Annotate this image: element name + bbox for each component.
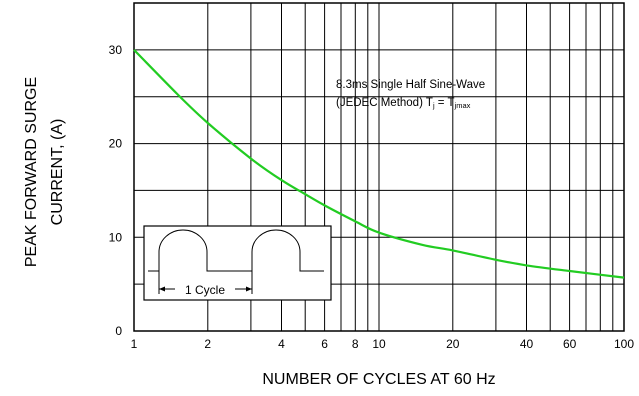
y-tick-label: 30 [109, 43, 123, 57]
x-tick-label: 2 [204, 337, 211, 351]
annotation-line-1: 8.3ms Single Half Sine-Wave [336, 79, 485, 91]
tick-labels: 1 2 4 6 8 10 20 40 60 100 0 10 20 30 [109, 43, 635, 351]
y-tick-label: 10 [109, 230, 123, 244]
x-tick-label: 8 [352, 337, 359, 351]
y-tick-label: 20 [109, 137, 123, 151]
annotation-line-2: (JEDEC Method) Tj = Tjmax [336, 97, 471, 110]
plot-frame [133, 2, 625, 332]
inset-cycle-label: 1 Cycle [185, 283, 225, 297]
surge-current-curve [133, 49, 625, 279]
x-tick-label: 20 [446, 337, 460, 351]
annotation-sub-jmax: jmax [454, 101, 471, 110]
cycle-arrow-left [159, 286, 165, 292]
x-tick-label: 6 [321, 337, 328, 351]
x-tick-label: 40 [520, 337, 534, 351]
x-tick-label: 10 [372, 337, 386, 351]
cycle-label-bg [175, 281, 235, 297]
half-sine-waveform [148, 229, 324, 272]
annotation-equals: = T [435, 97, 455, 109]
x-tick-label: 1 [131, 337, 138, 351]
test-condition-note: 8.3ms Single Half Sine-Wave (JEDEC Metho… [336, 79, 485, 110]
cycle-arrow-right [246, 286, 252, 292]
y-axis-label-line-2: CURRENT, (A) [49, 118, 66, 226]
x-tick-label: 60 [563, 337, 577, 351]
annotation-jedec-text: (JEDEC Method) T [336, 97, 433, 109]
y-axis-label-line-1: PEAK FORWARD SURGE [23, 76, 40, 268]
x-tick-label: 4 [278, 337, 285, 351]
y-tick-label: 0 [115, 324, 122, 338]
x-axis-label: NUMBER OF CYCLES AT 60 Hz [262, 371, 496, 388]
waveform-inset: 1 Cycle [143, 225, 332, 301]
grid-lines [134, 3, 624, 331]
x-tick-label: 100 [614, 337, 634, 351]
annotation-sub-j: j [432, 101, 435, 110]
